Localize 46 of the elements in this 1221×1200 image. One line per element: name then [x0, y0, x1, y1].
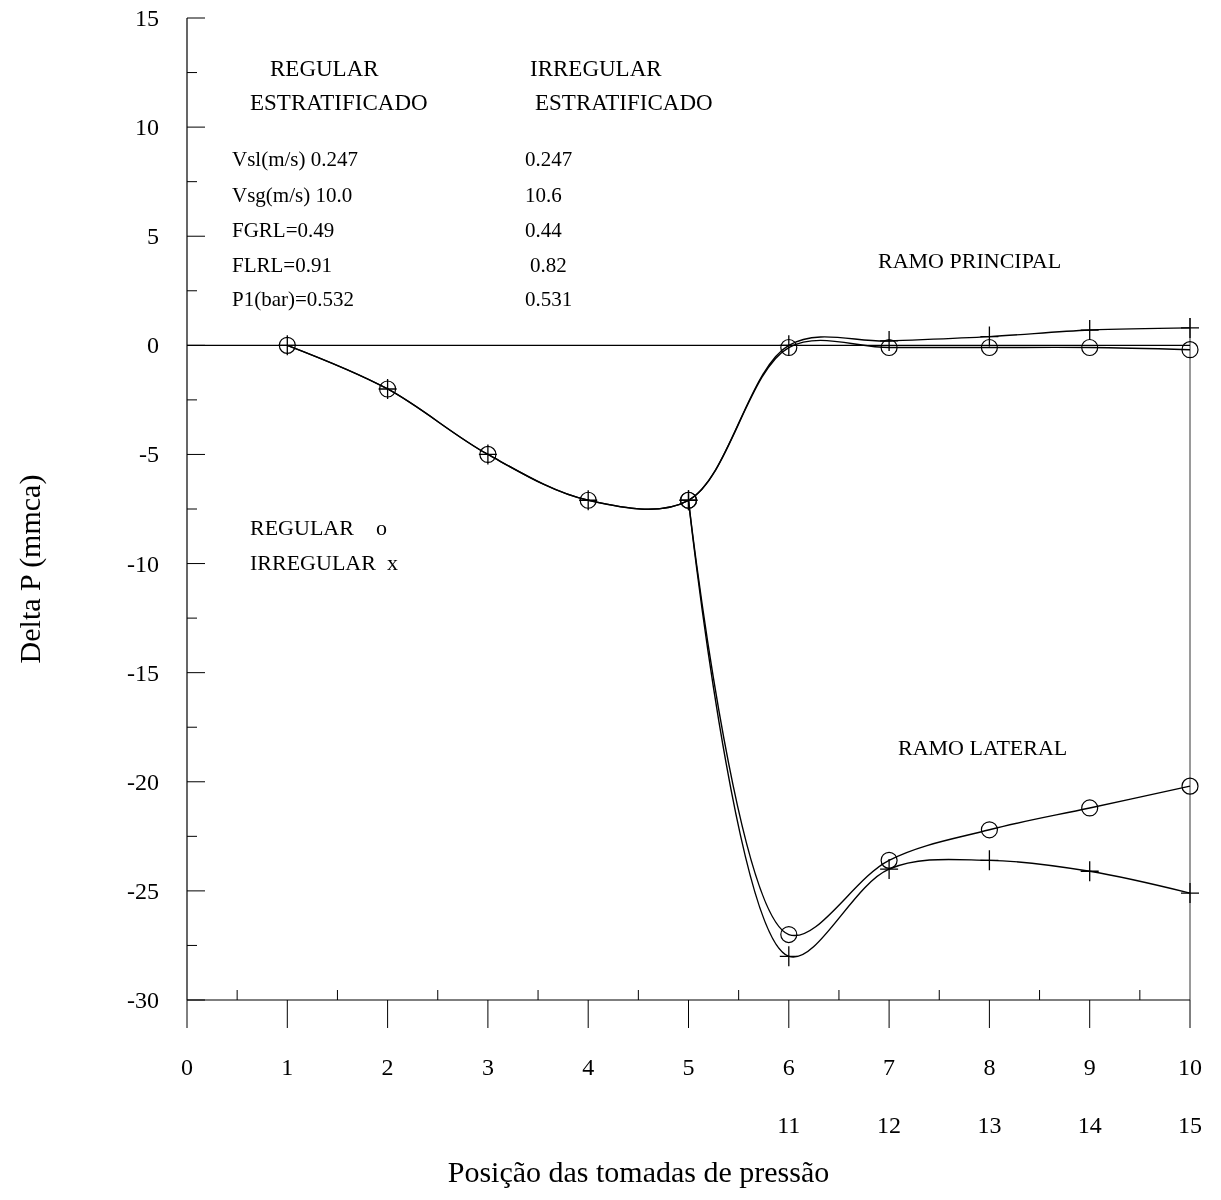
- annotation: REGULAR o: [250, 515, 387, 540]
- x-tick-label: 10: [1178, 1054, 1202, 1080]
- annotation: REGULAR: [270, 56, 380, 81]
- y-tick-label: -25: [127, 877, 159, 904]
- annotation: IRREGULAR: [530, 56, 663, 81]
- x2-tick-label: 12: [877, 1112, 902, 1138]
- x-tick-label: 9: [1083, 1054, 1096, 1080]
- x2-tick-label: 14: [1077, 1112, 1102, 1138]
- y-tick-label: -5: [139, 441, 159, 468]
- x-tick-label: 1: [281, 1054, 294, 1080]
- annotation: ESTRATIFICADO: [535, 90, 713, 115]
- x2-tick-label: 11: [777, 1112, 801, 1138]
- y-tick-label: 5: [147, 223, 159, 250]
- x-tick-label: 4: [582, 1054, 595, 1080]
- x2-tick-label: 13: [977, 1112, 1002, 1138]
- annotation: RAMO PRINCIPAL: [878, 248, 1062, 273]
- y-tick-label: -20: [127, 768, 159, 795]
- annotation: Vsg(m/s) 10.0: [232, 183, 353, 207]
- x-tick-label: 0: [181, 1054, 193, 1080]
- annotation: P1(bar)=0.532: [232, 287, 355, 311]
- y-tick-label: 0: [147, 332, 159, 359]
- x-tick-label: 8: [983, 1054, 996, 1080]
- y-tick-label: -15: [127, 659, 159, 686]
- annotation: 0.44: [525, 218, 563, 242]
- x-tick-label: 7: [883, 1054, 896, 1080]
- annotation: RAMO LATERAL: [898, 735, 1068, 760]
- x-tick-label: 6: [782, 1054, 795, 1080]
- x-axis-title: Posição das tomadas de pressão: [447, 1155, 830, 1188]
- y-axis-title: Delta P (mmca): [13, 474, 47, 664]
- annotation: FGRL=0.49: [232, 218, 335, 242]
- x-tick-label: 3: [481, 1054, 494, 1080]
- annotation: 0.531: [525, 287, 573, 311]
- y-tick-label: 15: [135, 5, 159, 31]
- x-tick-label: 5: [682, 1054, 695, 1080]
- annotation: 0.247: [525, 147, 573, 171]
- y-tick-label: 10: [135, 114, 159, 141]
- x-tick-label: 2: [381, 1054, 394, 1080]
- annotation: ESTRATIFICADO: [250, 90, 428, 115]
- x2-tick-label: 15: [1178, 1112, 1202, 1138]
- annotation: 0.82: [530, 253, 567, 277]
- y-tick-label: -30: [127, 987, 159, 1013]
- annotation: Vsl(m/s) 0.247: [232, 147, 358, 171]
- annotation: FLRL=0.91: [232, 253, 332, 277]
- annotation: 10.6: [525, 183, 562, 207]
- annotation: IRREGULAR x: [250, 550, 398, 575]
- y-tick-label: -10: [127, 550, 159, 577]
